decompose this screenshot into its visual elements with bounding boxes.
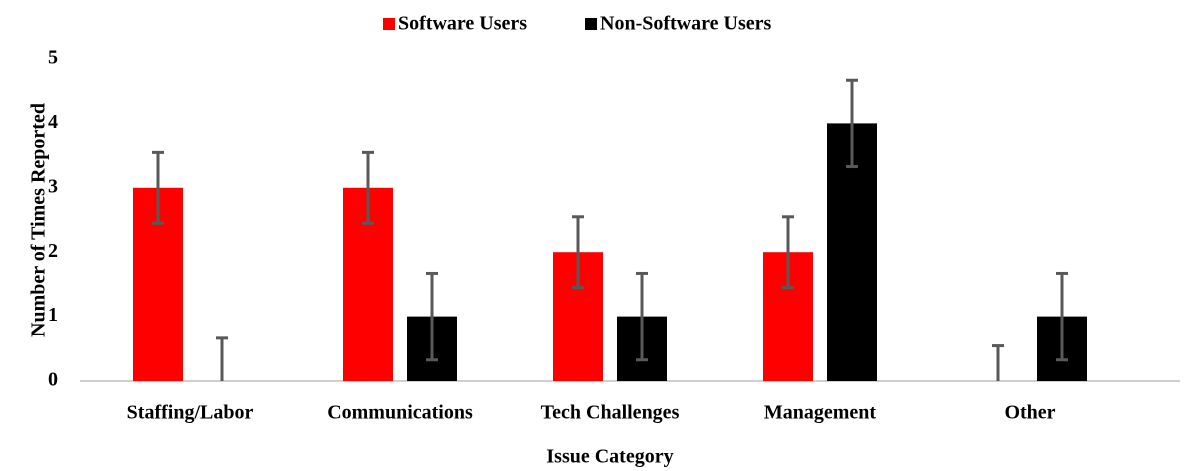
x-tick-label: Other: [1004, 402, 1055, 424]
x-tick-label: Management: [764, 402, 877, 424]
y-tick-label: 0: [48, 369, 58, 391]
legend-swatch: [383, 18, 395, 30]
legend-label: Software Users: [398, 13, 527, 35]
legend-swatch: [585, 18, 597, 30]
y-tick-label: 5: [48, 47, 58, 69]
y-tick-label: 2: [48, 240, 58, 262]
legend-label: Non-Software Users: [600, 13, 771, 35]
x-tick-label: Staffing/Labor: [127, 402, 254, 424]
y-tick-label: 3: [48, 175, 58, 197]
y-tick-label: 4: [48, 111, 58, 133]
x-axis-label: Issue Category: [546, 446, 673, 468]
y-axis-label: Number of Times Reported: [28, 103, 50, 337]
x-tick-label: Communications: [327, 402, 473, 424]
y-tick-label: 1: [48, 304, 58, 326]
x-tick-label: Tech Challenges: [541, 402, 680, 424]
